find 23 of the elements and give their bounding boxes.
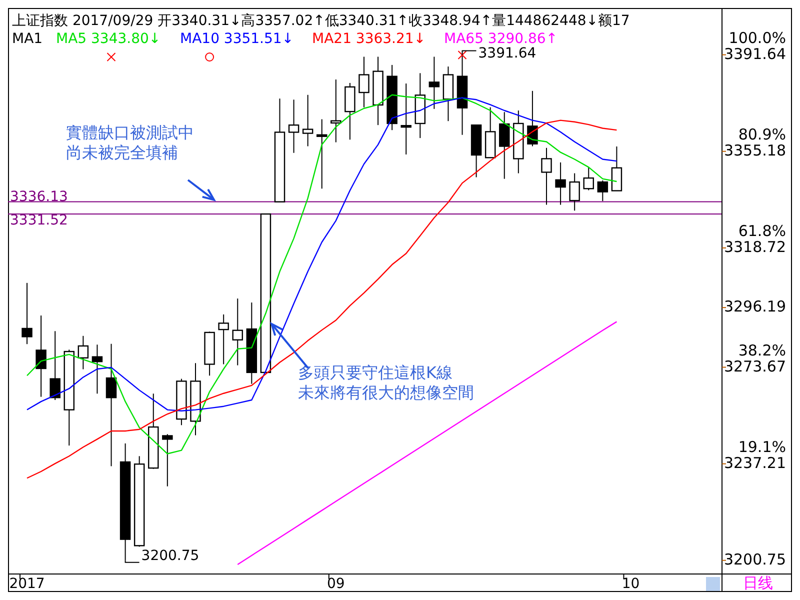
annotation: 實體缺口被測試中尚未被完全填補 [66, 123, 194, 162]
annotation: 多頭只要守住這根K線未來將有很大的想像空間 [298, 363, 474, 402]
y-tick-label: 3200.75 [724, 550, 786, 568]
ref-line-label: 3336.13 [10, 188, 68, 205]
annotation: 3391.64 [478, 46, 536, 62]
annotation: MA1 [12, 30, 43, 47]
text: MA5 3343.80↓ [56, 30, 161, 47]
text: MA65 3290.86↑ [444, 30, 558, 47]
x-tick-label: 09 [326, 576, 345, 592]
y-tick-label: 80.9% 3355.18 [724, 125, 786, 160]
x-tick-label: 10 [622, 576, 640, 592]
text: 日线 [743, 574, 773, 592]
annotation: 3200.75 [141, 548, 200, 564]
ref-line-label: 3331.52 [10, 212, 68, 229]
y-tick-label: 61.8% 3318.72 [724, 222, 786, 256]
chart-title: 上证指数 2017/09/29 开3340.31↓高3357.02↑低3340.31↑收3348.94↑量144862448↓额17 [12, 12, 630, 29]
x-tick-label: 2017 [9, 576, 45, 592]
text: MA10 3351.51↓ [180, 30, 294, 47]
y-tick-label: 19.1% 3237.21 [724, 438, 786, 472]
y-tick-label: 100.0% 3391.64 [724, 28, 786, 63]
y-tick-label: 3296.19 [724, 298, 786, 316]
text: MA21 3363.21↓ [312, 30, 426, 47]
y-tick-label: 38.2% 3273.67 [724, 341, 786, 376]
